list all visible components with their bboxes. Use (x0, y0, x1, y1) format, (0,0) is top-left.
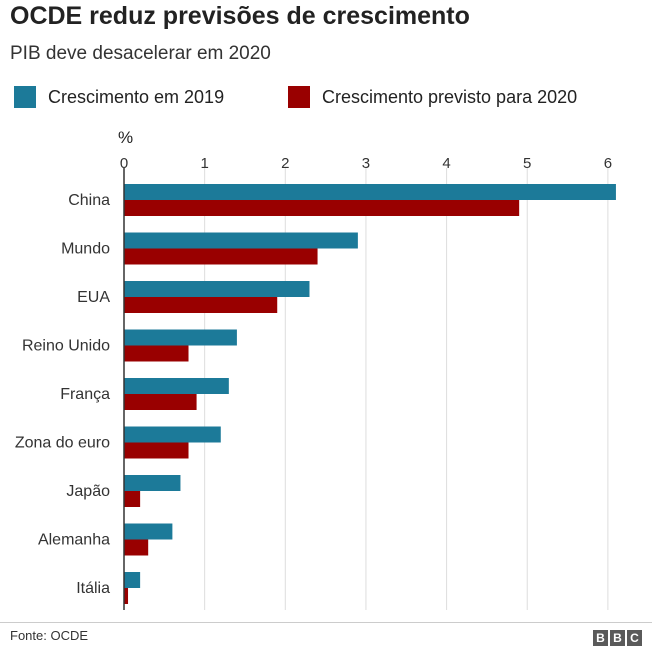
x-tick-label: 4 (442, 155, 450, 172)
bar-2019 (124, 426, 221, 443)
bar-chart: % 0 1 2 3 4 5 6 China Mundo EUA Reino Unido França Zo… (15, 128, 616, 610)
x-tick-label: 2 (281, 155, 289, 172)
bar-2020 (124, 297, 278, 313)
bar-2020 (124, 491, 141, 507)
axis-unit-label: % (118, 128, 133, 147)
category-label: Japão (66, 483, 110, 500)
footer-divider (0, 622, 652, 623)
category-label: Reino Unido (22, 338, 110, 355)
category-label: Mundo (61, 241, 110, 258)
category-label: França (60, 386, 110, 403)
bar-2020 (124, 588, 129, 604)
legend-swatch-2019 (14, 86, 36, 108)
x-tick-label: 6 (604, 155, 612, 172)
x-tick-label: 0 (120, 155, 128, 172)
logo-letter: B (610, 630, 625, 646)
legend-item-2020: Crescimento previsto para 2020 (288, 86, 577, 108)
category-label: China (68, 192, 110, 209)
bar-2020 (124, 248, 318, 265)
logo-letter: C (627, 630, 642, 646)
category-label: Zona do euro (15, 435, 110, 452)
chart-subtitle: PIB deve desacelerar em 2020 (10, 43, 271, 64)
category-label: EUA (77, 289, 110, 306)
bbc-logo: B B C (593, 630, 642, 646)
bar-2020 (124, 394, 197, 410)
bar-2019 (124, 523, 173, 540)
logo-letter: B (593, 630, 608, 646)
category-label: Itália (76, 580, 110, 597)
x-tick-label: 5 (523, 155, 531, 172)
bar-2019 (124, 184, 616, 200)
bar-2019 (124, 475, 181, 491)
chart-title: OCDE reduz previsões de crescimento (10, 2, 470, 30)
source-note: Fonte: OCDE (10, 628, 89, 643)
bar-2019 (124, 572, 141, 588)
x-tick-label: 1 (200, 155, 208, 172)
category-label: Alemanha (38, 532, 110, 549)
bar-2019 (124, 329, 237, 346)
bar-2019 (124, 281, 310, 297)
bar-2020 (124, 442, 189, 459)
bar-2020 (124, 539, 149, 556)
legend-label-2019: Crescimento em 2019 (48, 86, 225, 107)
legend-item-2019: Crescimento em 2019 (14, 86, 224, 108)
legend-swatch-2020 (288, 86, 310, 108)
bar-2019 (124, 378, 229, 394)
legend-label-2020: Crescimento previsto para 2020 (322, 86, 578, 107)
bar-2019 (124, 232, 358, 249)
x-tick-label: 3 (362, 155, 370, 172)
bar-2020 (124, 200, 520, 216)
bar-2020 (124, 345, 189, 362)
